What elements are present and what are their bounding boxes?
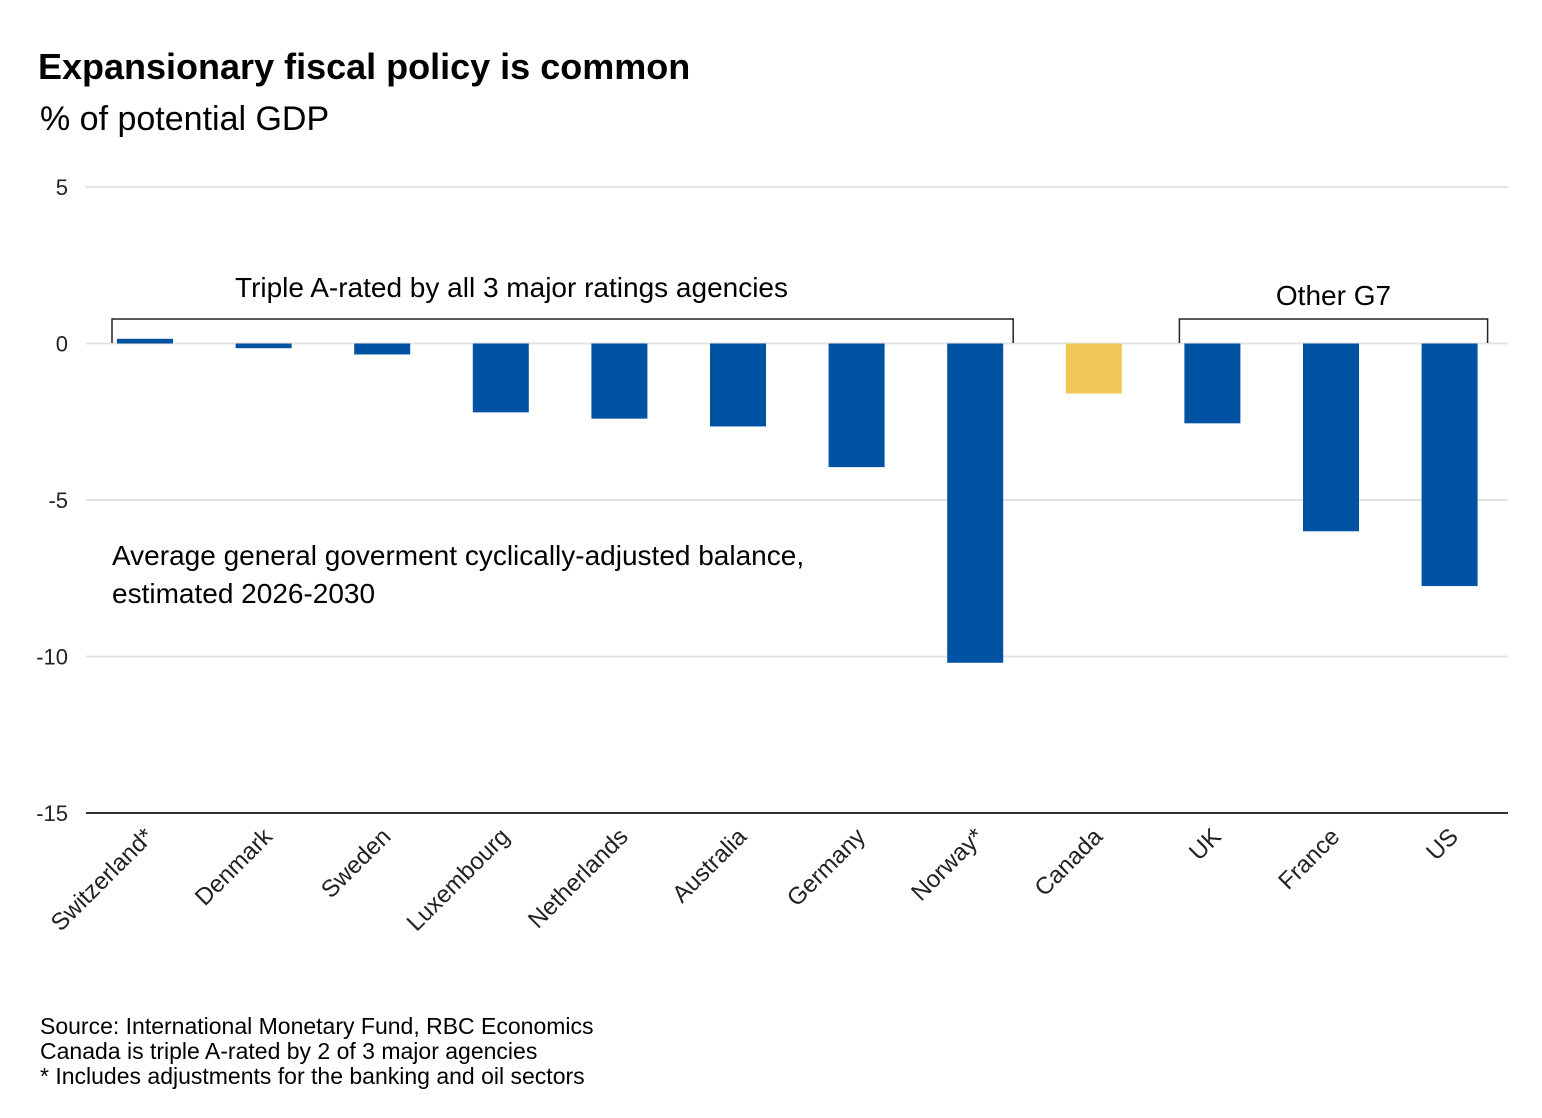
bar-norway — [947, 343, 1004, 663]
x-tick-label: Germany — [782, 823, 871, 912]
x-tick-label: Luxembourg — [402, 823, 515, 936]
y-tick-label: -15 — [36, 801, 68, 826]
group-label-other-g7: Other G7 — [1276, 280, 1391, 311]
y-tick-label: 5 — [56, 175, 68, 200]
y-tick-label: -10 — [36, 645, 68, 670]
chart-title: Expansionary fiscal policy is common — [38, 46, 691, 87]
x-tick-label: France — [1273, 823, 1345, 895]
x-tick-label: Australia — [667, 823, 753, 909]
bars — [117, 338, 1478, 663]
canada-note: Canada is triple A-rated by 2 of 3 major… — [40, 1038, 538, 1064]
bracket-triple-a — [111, 318, 1014, 343]
chart-footer: Source: International Monetary Fund, RBC… — [40, 1014, 594, 1089]
x-tick-label: UK — [1184, 823, 1227, 866]
x-tick-label: Switzerland* — [46, 823, 159, 936]
asterisk-note: * Includes adjustments for the banking a… — [40, 1063, 585, 1089]
bracket-other-g7 — [1178, 318, 1489, 343]
bar-chart: 5 0 -5 -10 -15 Triple A-rated by all 3 major… — [36, 175, 1508, 937]
bar-sweden — [354, 343, 411, 355]
bar-germany — [828, 343, 885, 468]
gridlines — [86, 186, 1508, 814]
note-line-1: Average general goverment cyclically-adj… — [112, 540, 804, 571]
bar-uk — [1184, 343, 1241, 424]
chart-subtitle: % of potential GDP — [40, 100, 330, 138]
bar-australia — [710, 343, 766, 427]
note-line-2: estimated 2026-2030 — [112, 578, 375, 609]
bar-canada — [1065, 343, 1122, 394]
x-axis-labels: Switzerland* Denmark Sweden Luxembourg Nethe… — [46, 822, 1464, 936]
y-axis-ticks: 5 0 -5 -10 -15 — [36, 175, 68, 826]
x-tick-label: Canada — [1029, 823, 1108, 902]
x-tick-label: Denmark — [190, 822, 279, 911]
y-tick-label: 0 — [56, 332, 68, 357]
y-tick-label: -5 — [48, 488, 68, 513]
bar-denmark — [235, 343, 292, 349]
x-tick-label: Norway* — [906, 823, 989, 906]
group-brackets — [111, 318, 1489, 343]
bar-luxembourg — [472, 343, 529, 413]
bar-us — [1421, 343, 1478, 587]
bar-france — [1303, 343, 1359, 532]
x-tick-label: Netherlands — [523, 823, 634, 934]
x-tick-label: Sweden — [316, 823, 396, 903]
bar-switzerland — [117, 338, 173, 344]
source-note: Source: International Monetary Fund, RBC… — [40, 1013, 594, 1039]
bar-netherlands — [591, 343, 648, 419]
x-tick-label: US — [1421, 823, 1464, 866]
group-label-triple-a: Triple A-rated by all 3 major ratings ag… — [235, 272, 788, 303]
